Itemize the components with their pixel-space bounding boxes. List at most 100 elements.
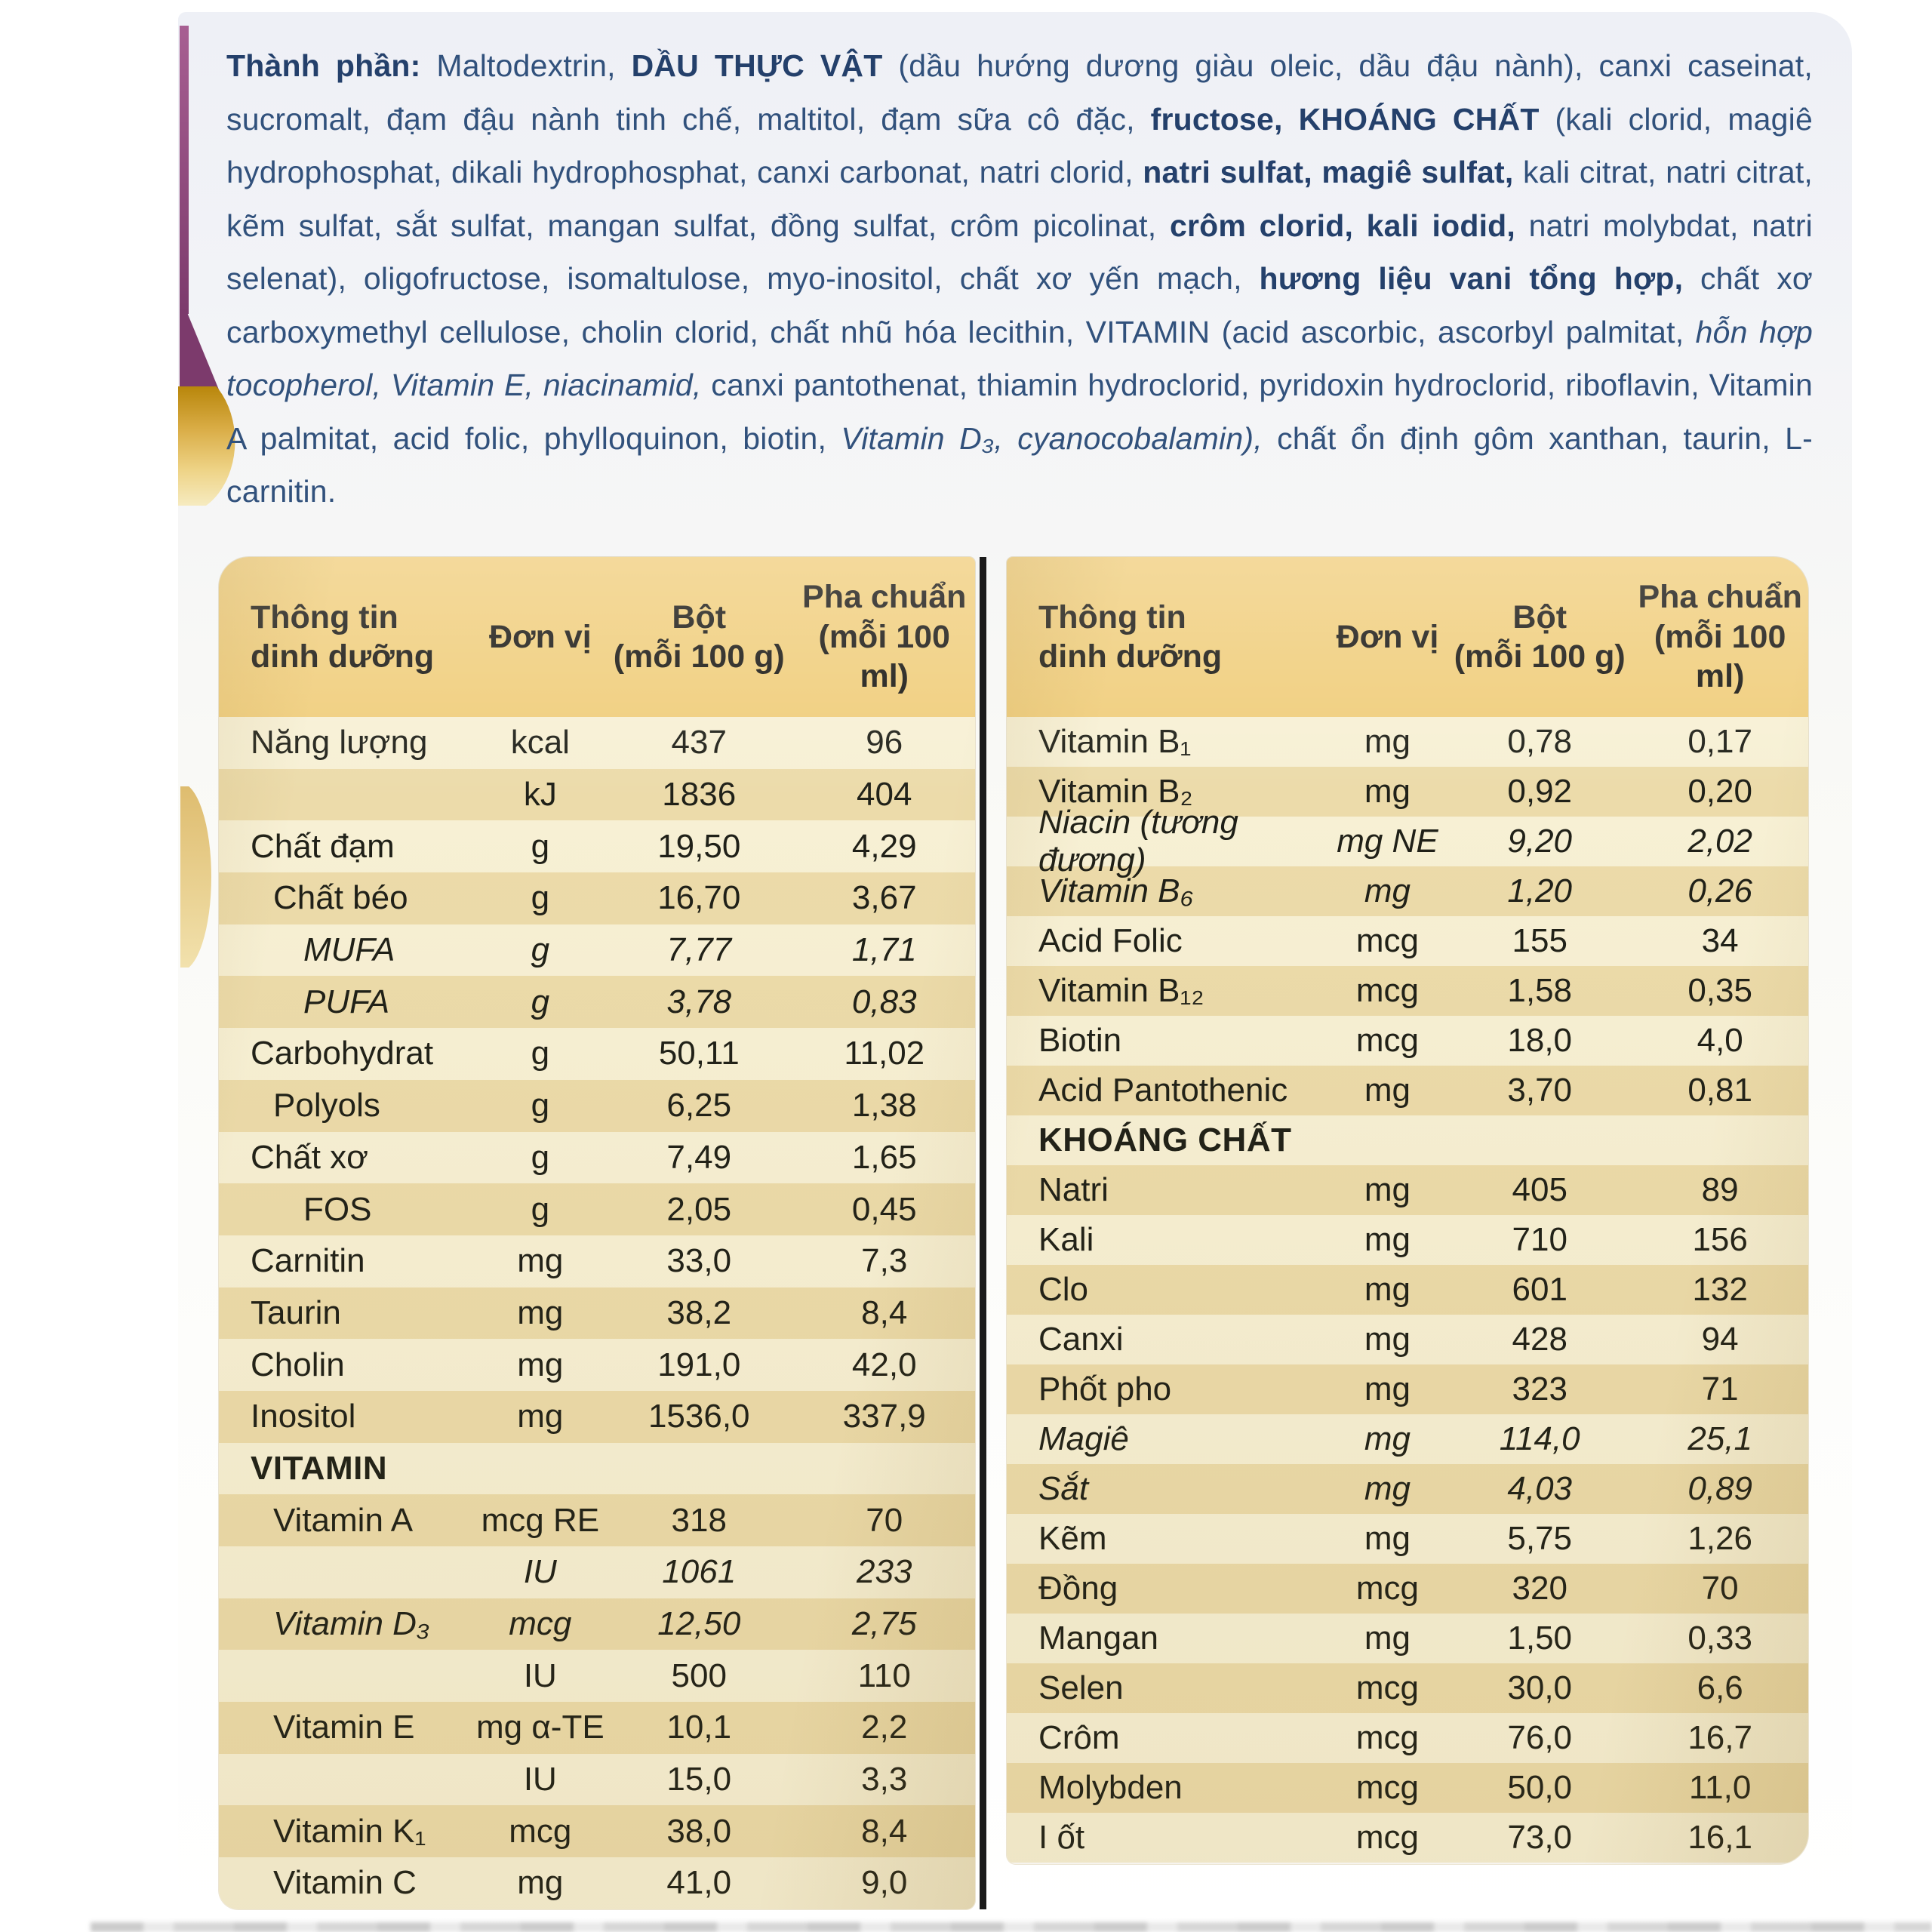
nutrient-label: Vitamin E	[273, 1709, 415, 1746]
nutrient-label: Magiê	[1038, 1420, 1129, 1457]
per-100g-value: 437	[671, 724, 727, 761]
unit-cell: mcg	[1355, 1669, 1419, 1706]
nutrient-label: Mangan	[1038, 1620, 1159, 1657]
nutrition-table-left: Thông tin dinh dưỡng Đơn vị Bột (mỗi 100…	[219, 557, 975, 1909]
per-100g-value: 38,2	[666, 1294, 732, 1331]
per-100g-value: 9,20	[1507, 823, 1573, 860]
ingredients-paragraph: Thành phần: Maltodextrin, DẦU THỰC VẬT (…	[226, 39, 1813, 518]
unit-cell: IU	[523, 1553, 557, 1591]
ingredient-segment: natri molybdat, natri selenat), oligofru…	[226, 208, 1813, 297]
unit-cell: mg	[517, 1864, 564, 1902]
unit-cell: mg	[1364, 1072, 1411, 1109]
per-100g-value: 50,0	[1507, 1769, 1573, 1806]
nutrient-label: KHOÁNG CHẤT	[1038, 1121, 1292, 1158]
nutrient-label: Taurin	[251, 1294, 341, 1331]
unit-cell: mg	[1364, 1221, 1411, 1258]
per-100g-value: 114,0	[1499, 1420, 1580, 1457]
nutrient-label: I ốt	[1038, 1819, 1085, 1856]
per-100g-value: 710	[1512, 1221, 1567, 1258]
per-100g-value: 19,50	[657, 827, 741, 865]
nutrient-label: Vitamin B₆	[1038, 872, 1194, 909]
nutrient-label: Acid Folic	[1038, 922, 1183, 959]
nutrient-label: Năng lượng	[251, 724, 428, 761]
per-100g-value: 73,0	[1507, 1819, 1573, 1856]
per-100ml-value: 0,26	[1687, 872, 1752, 909]
header-line: dinh dưỡng	[251, 638, 435, 675]
nutrient-label: Biotin	[1038, 1022, 1122, 1059]
nutrient-label: Chất béo	[273, 879, 408, 917]
per-100g-value: 76,0	[1507, 1719, 1573, 1756]
table-row: Chất béo g 16,70 3,67	[219, 872, 975, 924]
table-row: Vitamin B₆ mg 1,20 0,26	[1007, 866, 1808, 916]
nutrient-label: Crôm	[1038, 1719, 1120, 1756]
table-row: Vitamin B₁₂ mcg 1,58 0,35	[1007, 966, 1808, 1016]
per-100ml-value: 4,29	[851, 827, 917, 865]
per-100g-value: 5,75	[1507, 1520, 1573, 1557]
unit-cell: g	[531, 1087, 550, 1124]
per-100ml-value: 1,26	[1687, 1520, 1752, 1557]
per-100ml-value: 11,0	[1688, 1769, 1752, 1806]
per-100g-value: 323	[1512, 1371, 1567, 1407]
per-100g-value: 1536,0	[648, 1398, 750, 1435]
per-100g-value: 1,50	[1507, 1620, 1573, 1657]
header-line: (mỗi 100 ml)	[1654, 618, 1786, 695]
ingredient-segment: canxi pantothenat, thiamin hydroclorid, …	[226, 368, 1813, 456]
unit-cell: mg	[1364, 1171, 1411, 1208]
header-unit: Đơn vị	[476, 557, 605, 717]
per-100g-value: 1836	[662, 776, 737, 814]
per-100ml-value: 8,4	[861, 1812, 908, 1850]
unit-cell: mg	[1364, 1321, 1411, 1358]
per-100ml-value: 7,3	[861, 1242, 908, 1280]
table-row: Vitamin B₁ mg 0,78 0,17	[1007, 717, 1808, 767]
per-100ml-value: 96	[866, 724, 903, 761]
table-row: IU 15,0 3,3	[219, 1753, 975, 1806]
ingredient-segment: kali citrat, natri citrat, kẽm sulfat, s…	[226, 155, 1814, 243]
per-100ml-value: 71	[1701, 1371, 1739, 1407]
table-row: I ốt mcg 73,0 16,1	[1007, 1813, 1808, 1863]
nutrient-label: Kali	[1038, 1221, 1094, 1258]
table-header: Thông tin dinh dưỡng Đơn vị Bột (mỗi 100…	[219, 557, 975, 717]
nutrient-label: Carnitin	[251, 1242, 365, 1280]
nutrient-label: Carbohydrat	[251, 1035, 434, 1072]
per-100ml-value: 25,1	[1687, 1420, 1752, 1457]
table-row: Niacin (tương đương) mg NE 9,20 2,02	[1007, 804, 1808, 878]
unit-cell: kcal	[510, 724, 570, 761]
section-row: VITAMIN	[219, 1442, 975, 1495]
unit-cell: g	[531, 1138, 550, 1176]
table-row: Selen mcg 30,0 6,6	[1007, 1663, 1808, 1713]
per-100ml-value: 6,6	[1697, 1669, 1743, 1706]
header-line: Bột	[1512, 598, 1567, 635]
header-line: (mỗi 100 ml)	[818, 618, 950, 695]
header-line: Pha chuẩn	[802, 579, 967, 616]
unit-cell: mg NE	[1337, 823, 1438, 860]
per-100ml-value: 1,71	[851, 931, 917, 969]
unit-cell: mcg RE	[481, 1501, 600, 1539]
header-powder: Bột (mỗi 100 g)	[1447, 557, 1632, 717]
nutrient-label: Canxi	[1038, 1321, 1124, 1358]
per-100ml-value: 3,67	[851, 879, 917, 917]
per-100g-value: 41,0	[666, 1864, 732, 1902]
table-row: Vitamin A mcg RE 318 70	[219, 1494, 975, 1546]
table-row: Magiê mg 114,0 25,1	[1007, 1414, 1808, 1464]
unit-cell: mg	[517, 1346, 564, 1383]
per-100ml-value: 11,02	[844, 1035, 925, 1072]
per-100ml-value: 233	[857, 1553, 912, 1591]
unit-cell: IU	[523, 1761, 557, 1798]
per-100g-value: 50,11	[658, 1035, 740, 1072]
header-line: dinh dưỡng	[1038, 638, 1223, 675]
per-100ml-value: 1,65	[851, 1138, 917, 1176]
unit-cell: mg	[1364, 872, 1411, 909]
per-100g-value: 155	[1512, 922, 1567, 959]
table-row: Inositol mg 1536,0 337,9	[219, 1390, 975, 1443]
per-100ml-value: 70	[1701, 1570, 1739, 1607]
per-100g-value: 3,70	[1507, 1072, 1573, 1109]
header-nutrition-info: Thông tin dinh dưỡng	[1007, 557, 1327, 717]
per-100g-value: 6,25	[666, 1087, 732, 1124]
table-row: Carbohydrat g 50,11 11,02	[219, 1028, 975, 1080]
header-line: Bột	[672, 598, 727, 635]
table-row: Molybden mcg 50,0 11,0	[1007, 1763, 1808, 1813]
table-row: Năng lượng kcal 437 96	[219, 717, 975, 769]
per-100ml-value: 4,0	[1697, 1022, 1743, 1059]
table-row: kJ 1836 404	[219, 768, 975, 821]
table-row: Taurin mg 38,2 8,4	[219, 1287, 975, 1340]
